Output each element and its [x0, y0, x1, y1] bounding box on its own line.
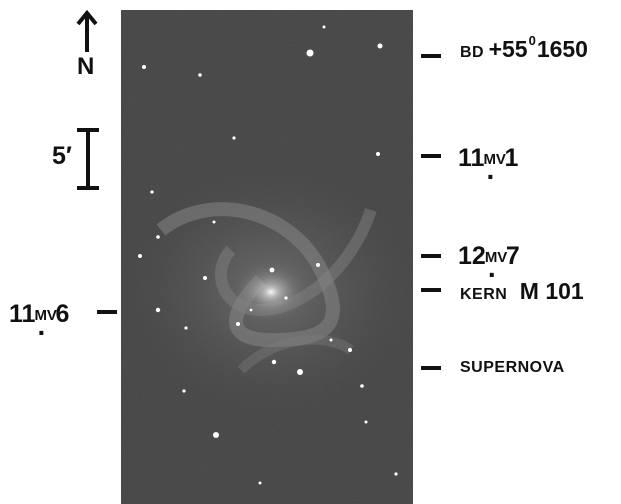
- tick-star-mag2: [421, 254, 441, 258]
- galaxy-core: [233, 262, 309, 322]
- star: [184, 326, 188, 330]
- tick-star-mag1: [421, 154, 441, 158]
- bd-prefix: BD: [460, 44, 485, 61]
- star: [376, 152, 380, 156]
- star: [394, 472, 398, 476]
- star: [212, 220, 216, 224]
- star: [297, 369, 303, 375]
- galaxy-image: [121, 10, 413, 504]
- star: [203, 276, 207, 280]
- tick-supernova: [421, 366, 441, 370]
- mag2-dot: .: [487, 252, 496, 283]
- star: [360, 384, 364, 388]
- left-frac: 6: [55, 300, 70, 328]
- mag2-frac: 7: [505, 242, 520, 270]
- star-field: [138, 25, 398, 485]
- mag1-frac: 1: [504, 144, 519, 172]
- star: [348, 348, 352, 352]
- star: [232, 136, 236, 140]
- north-label: N: [77, 53, 95, 80]
- star: [377, 43, 383, 49]
- north-arrow-icon: [76, 9, 98, 52]
- label-bd-star: BD +5501650: [460, 34, 588, 62]
- left-whole: 11: [9, 300, 36, 328]
- label-left-star: 11 MV. 6: [9, 300, 70, 340]
- star: [198, 73, 202, 77]
- mag1-dot: .: [486, 154, 495, 185]
- label-kern: KERN M 101: [460, 280, 584, 303]
- star: [322, 25, 326, 29]
- bd-number: 1650: [536, 36, 588, 62]
- north-indicator: N: [74, 9, 100, 80]
- mag2-sup: MV: [484, 249, 508, 266]
- left-dot: .: [37, 310, 46, 341]
- mag2-whole: 12: [458, 242, 486, 270]
- star: [142, 65, 146, 69]
- star: [138, 254, 142, 258]
- star: [236, 322, 240, 326]
- galaxy-photograph: [121, 10, 413, 504]
- tick-kern: [421, 288, 441, 292]
- kern-name: M 101: [519, 278, 584, 304]
- star: [271, 359, 277, 365]
- scale-bar-bottom: [77, 186, 99, 190]
- label-star-mag2: 12 MV. 7: [458, 242, 520, 282]
- star: [258, 481, 262, 485]
- bd-value: +55: [488, 36, 528, 62]
- spiral-arm: [237, 334, 354, 374]
- star: [306, 49, 314, 57]
- tick-left-star: [97, 310, 117, 314]
- star: [150, 190, 154, 194]
- kern-word: KERN: [460, 286, 508, 303]
- bd-degree: 0: [528, 33, 536, 48]
- star: [364, 420, 368, 424]
- star: [213, 432, 219, 438]
- scale-label: 5′: [52, 142, 72, 170]
- mag1-sup: MV: [483, 151, 506, 168]
- star: [182, 389, 186, 393]
- star: [329, 338, 333, 342]
- star: [249, 308, 253, 312]
- scale-bar: [86, 130, 90, 188]
- star: [269, 267, 275, 273]
- star: [284, 296, 288, 300]
- tick-bd-star: [421, 54, 441, 58]
- star: [156, 235, 160, 239]
- mag1-whole: 11: [458, 144, 485, 172]
- star: [155, 307, 161, 313]
- label-supernova: SUPERNOVA: [460, 359, 565, 376]
- star: [316, 263, 320, 267]
- left-sup: MV: [34, 307, 57, 324]
- label-star-mag1: 11 MV. 1: [458, 144, 519, 184]
